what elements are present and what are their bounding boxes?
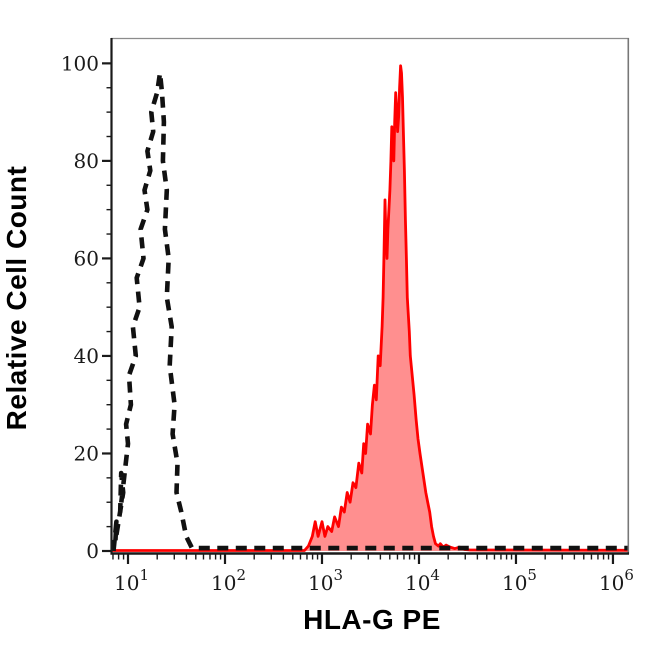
x-axis-title: HLA-G PE [303, 604, 441, 635]
series-fill-stained-sample [112, 65, 628, 552]
y-tick-label: 40 [74, 344, 99, 368]
series-line-stained-sample [112, 64, 628, 552]
x-tick-label: 101 [114, 566, 149, 595]
x-tick-exponent: 4 [430, 566, 440, 584]
y-tick-label: 20 [74, 441, 99, 465]
series-line-negative-control [111, 70, 628, 552]
y-tick-label: 60 [74, 246, 99, 270]
y-tick-label: 100 [61, 51, 99, 75]
y-tick-label: 80 [74, 149, 99, 173]
x-tick-exponent: 5 [527, 566, 537, 584]
x-tick-label: 105 [502, 566, 537, 595]
x-tick-exponent: 3 [333, 566, 343, 584]
x-tick-exponent: 2 [236, 566, 246, 584]
x-tick-label: 102 [211, 566, 246, 595]
y-axis-title: Relative Cell Count [1, 166, 32, 431]
x-tick-label: 103 [308, 566, 343, 595]
x-tick-label: 104 [405, 566, 440, 595]
x-tick-label: 106 [599, 566, 634, 595]
series-layer [111, 64, 628, 552]
x-tick-exponent: 1 [139, 566, 149, 584]
x-tick-exponent: 6 [624, 566, 634, 584]
y-tick-label: 0 [86, 539, 99, 563]
